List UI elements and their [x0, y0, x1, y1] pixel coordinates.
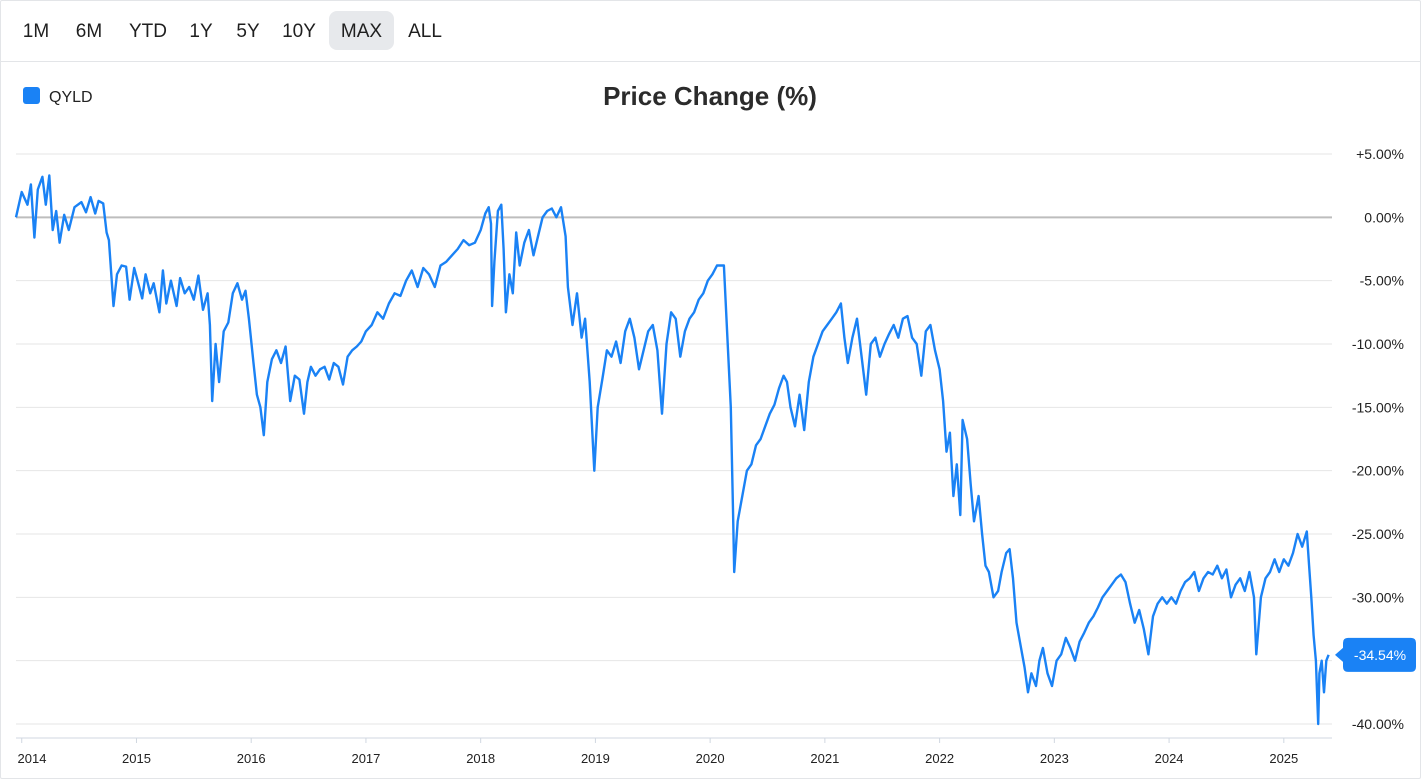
x-axis: 2014 2015 2016 2017 2018 2019 2020 2021 2022 2023… [16, 737, 1332, 766]
last-value-label: -34.54% [1354, 647, 1406, 663]
y-tick-label: -15.00% [1352, 399, 1404, 415]
legend-label-qyld: QYLD [49, 89, 93, 106]
x-tick-label: 2025 [1269, 751, 1298, 766]
y-tick-label: -40.00% [1352, 716, 1404, 732]
range-button-6m[interactable]: 6M [75, 21, 103, 42]
y-tick-label: -30.00% [1352, 589, 1404, 605]
x-tick-label: 2016 [237, 751, 266, 766]
x-tick-label: 2018 [466, 751, 495, 766]
y-tick-label: +5.00% [1356, 146, 1404, 162]
legend[interactable]: QYLD [23, 87, 93, 106]
legend-swatch [23, 87, 40, 104]
range-button-max[interactable]: MAX [329, 11, 394, 50]
range-button-ytd[interactable]: YTD [129, 21, 167, 42]
x-tick-label: 2014 [18, 751, 47, 766]
range-button-5y[interactable]: 5Y [236, 21, 260, 42]
x-tick-label: 2022 [925, 751, 954, 766]
y-tick-label: -10.00% [1352, 336, 1404, 352]
range-button-1y[interactable]: 1Y [189, 21, 213, 42]
y-axis: +5.00% 0.00% -5.00% -10.00% -15.00% -20.00% -2… [1352, 146, 1404, 732]
range-button-1m[interactable]: 1M [22, 21, 50, 42]
x-tick-label: 2024 [1155, 751, 1184, 766]
y-tick-label: -5.00% [1360, 273, 1404, 289]
x-tick-label: 2021 [810, 751, 839, 766]
series-line-qyld[interactable] [14, 174, 1330, 726]
range-button-10y[interactable]: 10Y [282, 21, 316, 42]
last-value-badge-shape [1335, 637, 1416, 672]
x-tick-label: 2019 [581, 751, 610, 766]
x-tick-label: 2017 [351, 751, 380, 766]
range-toolbar: 1M 6M YTD 1Y 5Y 10Y MAX ALL [1, 1, 1420, 62]
last-value-badge: -34.54% [1335, 637, 1416, 672]
x-tick-label: 2015 [122, 751, 151, 766]
y-tick-label: -20.00% [1352, 463, 1404, 479]
chart-title: Price Change (%) [603, 81, 817, 111]
y-tick-label: 0.00% [1364, 209, 1404, 225]
x-tick-label: 2023 [1040, 751, 1069, 766]
range-button-all[interactable]: ALL [408, 21, 442, 42]
x-tick-label: 2020 [696, 751, 725, 766]
grid [16, 153, 1332, 725]
y-tick-label: -25.00% [1352, 526, 1404, 542]
